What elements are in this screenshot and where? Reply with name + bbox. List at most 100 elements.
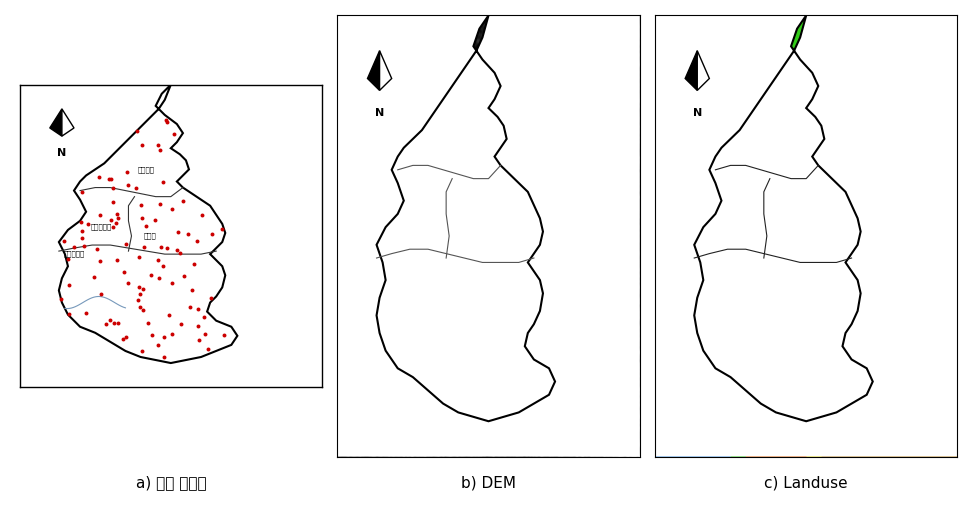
Point <box>105 223 120 231</box>
Point <box>57 237 72 246</box>
Polygon shape <box>685 51 698 90</box>
Text: 임진강상류: 임진강상류 <box>91 224 111 230</box>
Point <box>161 311 177 320</box>
Point <box>110 214 126 222</box>
Polygon shape <box>50 109 62 136</box>
PathPatch shape <box>337 15 640 456</box>
Point <box>131 283 147 291</box>
Point <box>109 210 125 218</box>
Point <box>76 242 92 250</box>
Point <box>94 289 109 298</box>
Point <box>141 319 156 327</box>
Point <box>164 279 180 287</box>
Point <box>150 341 166 350</box>
Point <box>153 243 169 251</box>
Point <box>93 256 108 265</box>
Point <box>115 335 131 343</box>
Point <box>180 230 195 238</box>
Point <box>194 211 210 219</box>
Point <box>170 246 186 254</box>
Point <box>62 281 77 289</box>
Point <box>74 227 90 235</box>
Point <box>135 140 150 149</box>
Point <box>156 333 172 341</box>
Point <box>89 245 105 253</box>
Point <box>144 271 159 279</box>
Point <box>190 305 205 313</box>
Point <box>132 290 148 298</box>
Point <box>166 130 182 138</box>
Text: N: N <box>375 108 384 118</box>
Point <box>138 223 153 231</box>
Point <box>118 241 134 249</box>
Point <box>173 320 189 328</box>
Point <box>170 228 186 236</box>
Point <box>119 168 135 176</box>
Point <box>185 286 200 294</box>
Point <box>133 303 149 311</box>
Point <box>147 216 162 224</box>
Polygon shape <box>62 109 74 136</box>
PathPatch shape <box>655 15 957 456</box>
Text: 고미당천: 고미당천 <box>138 166 155 173</box>
Point <box>150 274 166 283</box>
Point <box>136 285 151 293</box>
Point <box>106 198 121 206</box>
Polygon shape <box>380 51 392 90</box>
Point <box>187 260 202 268</box>
Polygon shape <box>367 51 380 90</box>
Text: N: N <box>693 108 701 118</box>
Text: 임진강하류: 임진강하류 <box>64 251 85 258</box>
Point <box>134 213 149 222</box>
Point <box>86 272 102 281</box>
Point <box>173 249 189 258</box>
Point <box>73 218 89 226</box>
Text: a) 수문 관측소: a) 수문 관측소 <box>136 475 206 490</box>
Text: c) Landuse: c) Landuse <box>764 475 848 490</box>
Point <box>120 181 136 189</box>
Point <box>175 197 191 206</box>
Point <box>191 336 206 344</box>
Polygon shape <box>698 51 709 90</box>
Point <box>190 237 205 245</box>
Point <box>66 243 82 251</box>
Point <box>204 230 220 238</box>
Point <box>137 243 152 251</box>
Text: N: N <box>58 148 66 158</box>
Point <box>159 117 175 125</box>
Point <box>158 116 174 124</box>
Point <box>150 255 166 264</box>
Point <box>116 268 132 276</box>
Point <box>131 253 147 261</box>
Text: b) DEM: b) DEM <box>461 475 516 490</box>
Point <box>74 188 90 196</box>
Point <box>107 218 123 227</box>
Point <box>200 344 216 353</box>
Point <box>104 175 119 183</box>
Point <box>196 329 212 338</box>
Point <box>80 219 96 228</box>
Point <box>102 175 117 183</box>
Point <box>105 183 120 192</box>
Point <box>164 329 180 338</box>
Point <box>176 272 191 280</box>
Point <box>118 333 134 341</box>
Point <box>92 173 107 181</box>
Point <box>155 178 171 186</box>
Point <box>99 320 114 328</box>
Point <box>191 321 206 329</box>
Point <box>158 244 174 252</box>
Point <box>156 353 172 361</box>
Point <box>93 211 108 219</box>
Point <box>61 310 76 319</box>
Point <box>106 319 122 327</box>
Polygon shape <box>59 85 237 363</box>
Point <box>129 127 145 135</box>
Point <box>216 332 232 340</box>
Point <box>78 309 94 317</box>
Point <box>120 279 136 287</box>
Point <box>154 262 170 270</box>
Point <box>109 256 125 264</box>
Text: 한탄강: 한탄강 <box>144 233 156 240</box>
Point <box>183 303 198 311</box>
